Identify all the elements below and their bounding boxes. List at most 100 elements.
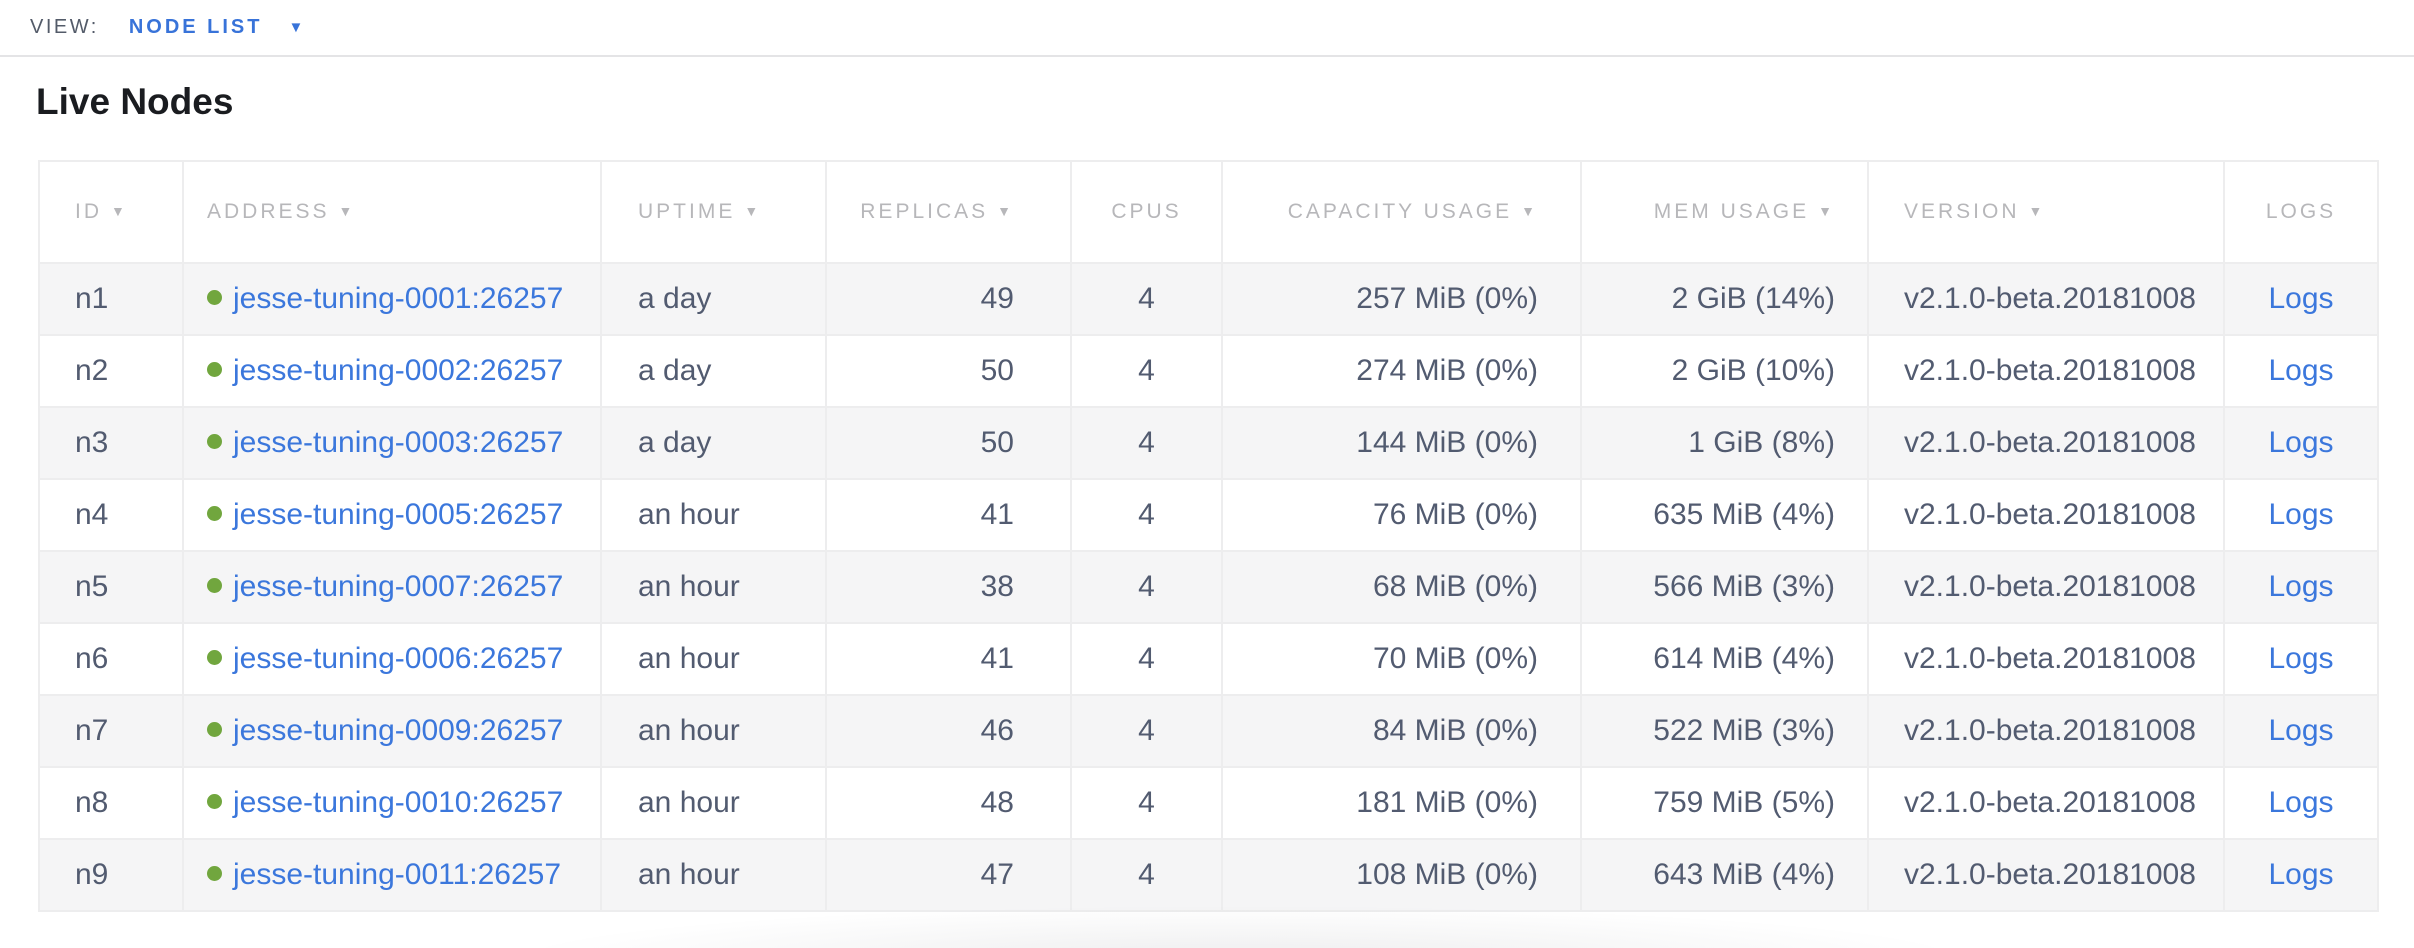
node-uptime-cell: an hour (600, 478, 827, 552)
column-header-version[interactable]: VERSION ▼ (1867, 160, 2225, 264)
node-logs-cell: Logs (2223, 838, 2379, 912)
node-address-cell: jesse-tuning-0005:26257 (182, 478, 602, 552)
node-logs-link[interactable]: Logs (2268, 570, 2334, 604)
node-id-cell: n4 (38, 478, 184, 552)
node-capacity-cell: 108 MiB (0%) (1221, 838, 1582, 912)
node-address-link[interactable]: jesse-tuning-0001:26257 (233, 282, 564, 316)
node-live-status-icon (207, 290, 222, 306)
node-version-cell: v2.1.0-beta.20181008 (1867, 766, 2225, 840)
node-id-cell: n5 (38, 550, 184, 624)
node-cpus-cell: 4 (1070, 406, 1223, 480)
node-uptime-cell: an hour (600, 766, 827, 840)
live-nodes-table: ID ▼ ADDRESS ▼ UPTIME ▼ REPLICAS ▼ CPUS CAPA… (38, 160, 2379, 912)
node-replicas-cell: 50 (825, 406, 1072, 480)
node-logs-cell: Logs (2223, 694, 2379, 768)
node-logs-link[interactable]: Logs (2268, 354, 2334, 388)
node-address-cell: jesse-tuning-0001:26257 (182, 262, 602, 336)
column-header-mem-usage[interactable]: MEM USAGE ▼ (1580, 160, 1869, 264)
node-address-link[interactable]: jesse-tuning-0009:26257 (233, 714, 564, 748)
node-mem-cell: 2 GiB (14%) (1580, 262, 1869, 336)
node-cpus-cell: 4 (1070, 262, 1223, 336)
node-version-cell: v2.1.0-beta.20181008 (1867, 550, 2225, 624)
sort-desc-icon: ▼ (1521, 203, 1538, 219)
node-address-cell: jesse-tuning-0009:26257 (182, 694, 602, 768)
node-cpus-cell: 4 (1070, 478, 1223, 552)
node-capacity-cell: 68 MiB (0%) (1221, 550, 1582, 624)
node-live-status-icon (207, 362, 222, 378)
node-live-status-icon (207, 434, 222, 450)
column-header-label: ADDRESS (207, 200, 330, 223)
node-capacity-cell: 181 MiB (0%) (1221, 766, 1582, 840)
node-uptime-cell: a day (600, 406, 827, 480)
node-row: n5 jesse-tuning-0007:26257 an hour 38 4 … (38, 550, 2379, 624)
column-header-id[interactable]: ID ▼ (38, 160, 184, 264)
view-selector[interactable]: NODE LIST ▼ (129, 16, 304, 39)
node-uptime-cell: an hour (600, 694, 827, 768)
node-version-cell: v2.1.0-beta.20181008 (1867, 694, 2225, 768)
node-capacity-cell: 257 MiB (0%) (1221, 262, 1582, 336)
view-selected-value: NODE LIST (128, 16, 263, 38)
node-id-cell: n9 (38, 838, 184, 912)
node-row: n2 jesse-tuning-0002:26257 a day 50 4 27… (38, 334, 2379, 408)
column-header-capacity-usage[interactable]: CAPACITY USAGE ▼ (1221, 160, 1582, 264)
node-cpus-cell: 4 (1070, 550, 1223, 624)
node-version-cell: v2.1.0-beta.20181008 (1867, 334, 2225, 408)
node-row: n4 jesse-tuning-0005:26257 an hour 41 4 … (38, 478, 2379, 552)
column-header-uptime[interactable]: UPTIME ▼ (600, 160, 827, 264)
node-replicas-cell: 38 (825, 550, 1072, 624)
node-replicas-cell: 41 (825, 622, 1072, 696)
node-logs-link[interactable]: Logs (2268, 426, 2334, 460)
node-address-link[interactable]: jesse-tuning-0006:26257 (233, 642, 564, 676)
view-label: VIEW: (30, 16, 99, 38)
node-address-link[interactable]: jesse-tuning-0005:26257 (233, 498, 564, 532)
node-address-link[interactable]: jesse-tuning-0010:26257 (233, 786, 564, 820)
node-mem-cell: 522 MiB (3%) (1580, 694, 1869, 768)
node-replicas-cell: 48 (825, 766, 1072, 840)
node-address-cell: jesse-tuning-0003:26257 (182, 406, 602, 480)
node-logs-cell: Logs (2223, 550, 2379, 624)
node-address-link[interactable]: jesse-tuning-0011:26257 (233, 858, 562, 892)
node-logs-link[interactable]: Logs (2268, 642, 2334, 676)
column-header-label: MEM USAGE (1653, 200, 1810, 223)
column-header-label: ID (75, 200, 102, 223)
node-mem-cell: 643 MiB (4%) (1580, 838, 1869, 912)
node-address-cell: jesse-tuning-0007:26257 (182, 550, 602, 624)
node-row: n3 jesse-tuning-0003:26257 a day 50 4 14… (38, 406, 2379, 480)
column-header-replicas[interactable]: REPLICAS ▼ (825, 160, 1072, 264)
node-logs-link[interactable]: Logs (2268, 786, 2334, 820)
column-header-label: CPUS (1111, 200, 1182, 223)
node-id-cell: n7 (38, 694, 184, 768)
node-row: n8 jesse-tuning-0010:26257 an hour 48 4 … (38, 766, 2379, 840)
below-fold-shadow (520, 906, 1960, 948)
node-mem-cell: 759 MiB (5%) (1580, 766, 1869, 840)
column-header-label: UPTIME (638, 200, 736, 223)
node-logs-cell: Logs (2223, 262, 2379, 336)
node-logs-link[interactable]: Logs (2268, 282, 2334, 316)
node-logs-cell: Logs (2223, 622, 2379, 696)
node-mem-cell: 1 GiB (8%) (1580, 406, 1869, 480)
sort-desc-icon: ▼ (2028, 203, 2046, 219)
node-replicas-cell: 47 (825, 838, 1072, 912)
node-mem-cell: 635 MiB (4%) (1580, 478, 1869, 552)
node-address-link[interactable]: jesse-tuning-0007:26257 (233, 570, 564, 604)
page-title: Live Nodes (36, 81, 234, 122)
view-bar: VIEW: NODE LIST ▼ (0, 0, 2414, 57)
node-logs-link[interactable]: Logs (2268, 714, 2334, 748)
node-live-status-icon (207, 650, 222, 666)
node-capacity-cell: 70 MiB (0%) (1221, 622, 1582, 696)
node-id-cell: n3 (38, 406, 184, 480)
node-logs-link[interactable]: Logs (2268, 858, 2334, 892)
node-address-cell: jesse-tuning-0006:26257 (182, 622, 602, 696)
node-live-status-icon (207, 506, 222, 522)
column-header-address[interactable]: ADDRESS ▼ (182, 160, 602, 264)
column-header-label: REPLICAS (860, 200, 989, 223)
caret-down-icon: ▼ (288, 19, 304, 36)
node-capacity-cell: 144 MiB (0%) (1221, 406, 1582, 480)
node-id-cell: n6 (38, 622, 184, 696)
node-version-cell: v2.1.0-beta.20181008 (1867, 622, 2225, 696)
node-address-link[interactable]: jesse-tuning-0002:26257 (233, 354, 564, 388)
node-row: n9 jesse-tuning-0011:26257 an hour 47 4 … (38, 838, 2379, 912)
node-address-link[interactable]: jesse-tuning-0003:26257 (233, 426, 564, 460)
node-logs-link[interactable]: Logs (2268, 498, 2334, 532)
node-cpus-cell: 4 (1070, 334, 1223, 408)
